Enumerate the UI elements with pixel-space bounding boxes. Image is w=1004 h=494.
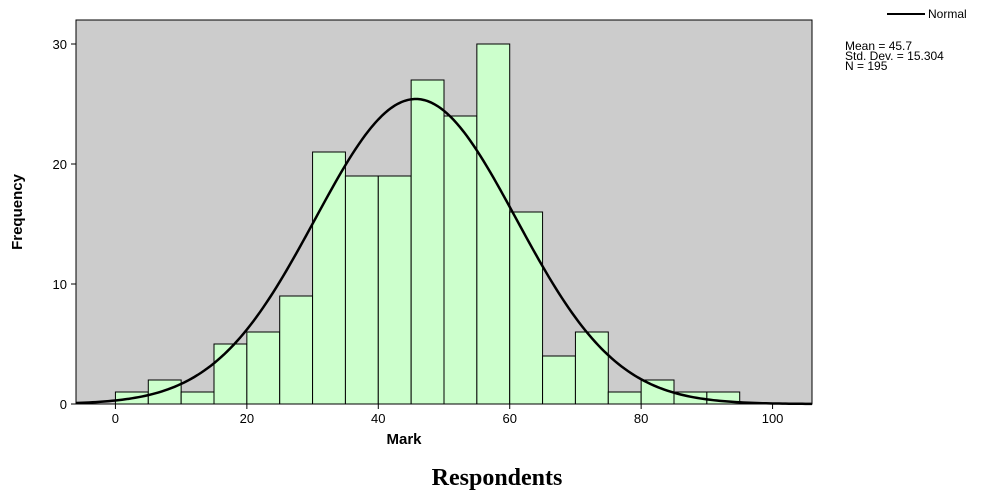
- y-axis-label: Frequency: [9, 173, 26, 250]
- x-tick-label: 60: [502, 411, 516, 426]
- y-tick-label: 0: [60, 397, 67, 412]
- x-tick-label: 80: [634, 411, 648, 426]
- bar: [607, 391, 642, 405]
- x-tick-label: 20: [240, 411, 254, 426]
- bar: [509, 211, 544, 405]
- stat-mean: Mean = 45.7: [845, 39, 912, 53]
- bar: [344, 175, 379, 405]
- legend: Normal: [887, 7, 967, 21]
- x-tick-label: 0: [112, 411, 119, 426]
- bar: [443, 115, 478, 405]
- bar: [213, 343, 248, 405]
- stat-n: N = 195: [845, 59, 888, 73]
- stats-block: Mean = 45.7 Std. Dev. = 15.304 N = 195: [845, 39, 944, 73]
- x-axis-label: Mark: [386, 431, 422, 448]
- axes-group: 0 20 40 60 80 100 0 10 20 30: [53, 37, 784, 426]
- legend-normal-label: Normal: [928, 7, 967, 21]
- bar: [410, 79, 445, 405]
- stat-std-dev: Std. Dev. = 15.304: [845, 49, 944, 63]
- bar: [279, 295, 314, 405]
- bar: [246, 331, 281, 405]
- y-tick-label: 10: [53, 277, 67, 292]
- bar: [180, 391, 215, 405]
- x-tick-label: 40: [371, 411, 385, 426]
- y-tick-label: 30: [53, 37, 67, 52]
- bar: [476, 43, 511, 405]
- bar: [542, 355, 576, 405]
- chart-caption: Respondents: [432, 465, 563, 491]
- bar: [574, 331, 609, 405]
- normal-curve-line: [75, 97, 813, 406]
- bar: [312, 151, 346, 405]
- y-tick-label: 20: [53, 157, 67, 172]
- bar: [147, 379, 182, 405]
- bar: [377, 175, 412, 405]
- x-tick-label: 100: [762, 411, 784, 426]
